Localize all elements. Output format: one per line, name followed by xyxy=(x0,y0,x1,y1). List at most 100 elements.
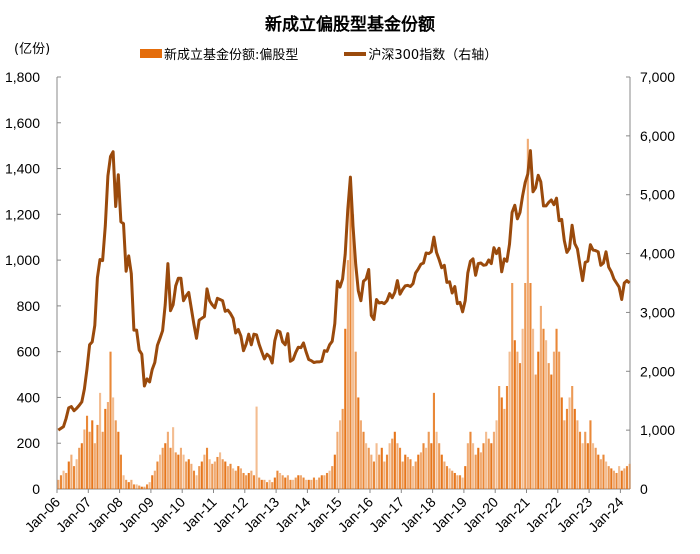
fund-share-bar xyxy=(138,485,141,489)
fund-share-bar xyxy=(205,447,209,489)
csi300-line xyxy=(57,149,631,432)
fund-share-bar xyxy=(589,420,592,489)
fund-share-bar xyxy=(145,484,149,489)
fund-share-bar xyxy=(344,328,347,489)
fund-share-bar xyxy=(99,392,102,489)
fund-share-bar xyxy=(370,454,373,489)
left-tick-label: 1,000 xyxy=(5,252,40,268)
fund-share-bar xyxy=(78,447,81,489)
fund-share-bar xyxy=(268,479,271,489)
fund-share-bar xyxy=(440,454,443,489)
fund-share-bar xyxy=(406,456,409,489)
fund-share-bar xyxy=(453,472,456,489)
fund-share-bar xyxy=(576,420,579,489)
fund-share-bar xyxy=(208,459,211,489)
fund-share-bar xyxy=(62,470,65,489)
fund-share-bar xyxy=(226,466,229,489)
fund-share-bar xyxy=(239,468,242,489)
fund-share-bar xyxy=(195,475,198,489)
fund-share-bar xyxy=(628,463,631,489)
fund-share-bar xyxy=(612,470,615,489)
chart-title: 新成立偏股型基金份额 xyxy=(265,15,435,35)
fund-share-bar xyxy=(550,374,553,489)
right-tick-label: 1,000 xyxy=(640,422,675,438)
left-tick-label: 1,600 xyxy=(5,115,40,131)
fund-share-bar xyxy=(398,447,402,489)
fund-share-bar xyxy=(245,475,248,489)
fund-share-bar xyxy=(615,472,618,489)
fund-share-bar xyxy=(375,443,378,489)
fund-share-bar xyxy=(362,431,365,489)
right-tick-label: 7,000 xyxy=(640,69,675,85)
fund-share-bar xyxy=(200,461,203,489)
fund-share-bar xyxy=(286,475,289,489)
fund-share-bar xyxy=(469,431,472,489)
legend-label-csi300: 沪深300指数（右轴） xyxy=(368,48,498,63)
fund-share-bar xyxy=(610,468,613,489)
fund-share-bar xyxy=(125,479,128,489)
fund-share-bar xyxy=(445,466,449,489)
fund-share-bar xyxy=(216,456,219,489)
fund-share-bar xyxy=(524,283,527,489)
fund-share-bar xyxy=(458,475,462,489)
fund-share-bar xyxy=(179,447,182,489)
right-tick-label: 2,000 xyxy=(640,363,675,379)
legend-item-fund-shares: 新成立基金份额:偏股型 xyxy=(140,44,298,63)
fund-share-bar xyxy=(414,461,417,489)
fund-share-bar xyxy=(438,443,441,489)
fund-share-bar xyxy=(101,431,104,489)
fund-share-bar xyxy=(425,447,428,489)
left-tick-label: 1,200 xyxy=(5,206,40,222)
fund-share-bar xyxy=(409,459,412,489)
fund-share-bar xyxy=(419,452,422,489)
fund-share-bar xyxy=(289,479,292,489)
fund-share-bar xyxy=(192,470,196,489)
fund-share-bar xyxy=(625,466,629,489)
fund-share-bar xyxy=(122,475,125,489)
fund-share-bar xyxy=(508,351,511,489)
fund-share-bar xyxy=(114,420,117,489)
fund-share-bar xyxy=(258,477,261,489)
fund-share-bar xyxy=(372,461,376,489)
fund-share-bar xyxy=(599,459,602,489)
right-tick-label: 5,000 xyxy=(640,187,675,203)
fund-share-bar xyxy=(151,475,154,489)
fund-share-bar xyxy=(271,482,274,489)
legend-label-fund-shares: 新成立基金份额:偏股型 xyxy=(164,48,299,63)
fund-share-bar xyxy=(357,397,360,489)
fund-share-bar xyxy=(59,475,63,489)
fund-share-bar xyxy=(422,443,425,489)
fund-share-bar xyxy=(325,472,329,489)
right-tick-label: 0 xyxy=(640,481,648,497)
fund-share-bar xyxy=(526,138,529,490)
fund-share-bar xyxy=(117,431,120,489)
fund-share-bar xyxy=(72,466,76,489)
fund-share-bar xyxy=(430,443,433,489)
fund-share-bar xyxy=(85,415,89,489)
fund-share-bar xyxy=(487,438,490,489)
fund-share-bar xyxy=(187,459,190,489)
fund-share-bar xyxy=(503,408,506,489)
fund-share-bar xyxy=(401,461,404,489)
fund-share-bar xyxy=(383,461,386,489)
fund-share-bar xyxy=(539,305,542,489)
fund-share-bar xyxy=(341,408,344,489)
fund-share-bar xyxy=(451,470,454,489)
fund-share-bar xyxy=(516,351,519,489)
fund-share-bar xyxy=(252,475,256,489)
fund-share-bar xyxy=(279,472,282,489)
fund-share-bar xyxy=(581,443,584,489)
left-axis-unit: (亿份) xyxy=(14,42,51,57)
fund-share-bar xyxy=(224,461,227,489)
fund-share-bar xyxy=(573,408,576,489)
fund-share-bar xyxy=(618,466,621,489)
fund-share-bar xyxy=(177,454,180,489)
legend-swatch-bar xyxy=(140,49,162,58)
fund-share-bar xyxy=(404,454,407,489)
fund-share-bar xyxy=(190,463,193,489)
fund-share-bar xyxy=(602,454,605,489)
x-tick-label: Jan-24 xyxy=(585,494,627,536)
fund-share-bar xyxy=(312,477,316,489)
left-tick-label: 400 xyxy=(17,389,41,405)
